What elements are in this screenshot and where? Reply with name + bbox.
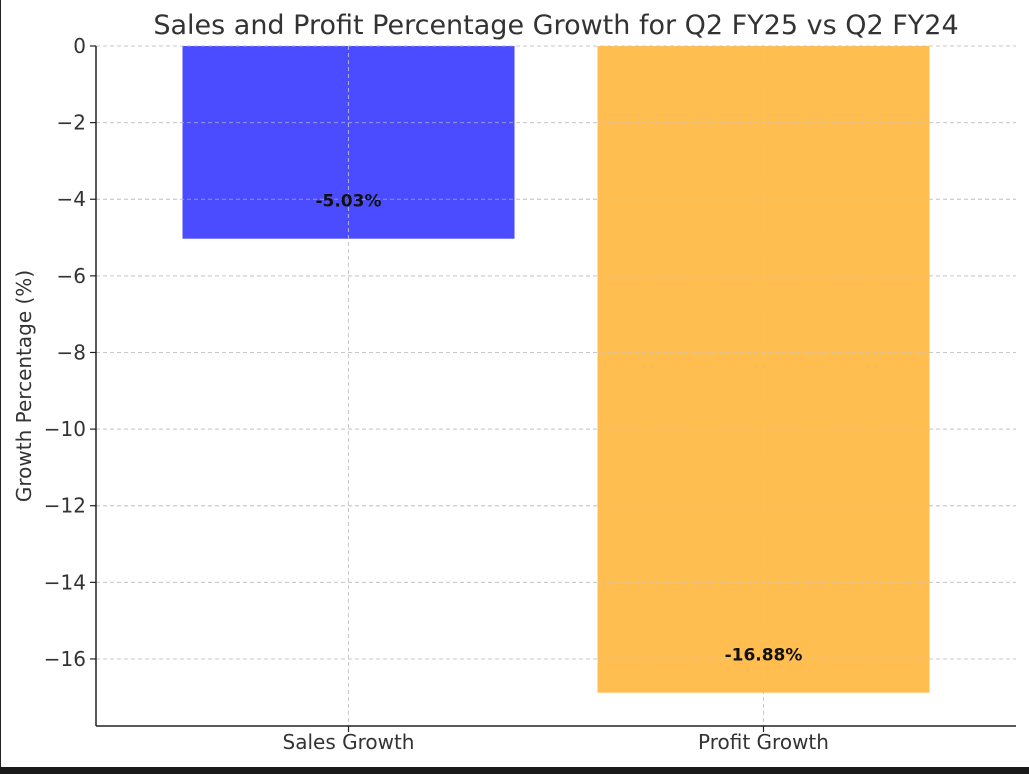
- y-tick-label: −6: [57, 264, 86, 288]
- y-tick-label: −10: [44, 417, 86, 441]
- y-tick-label: −8: [57, 340, 86, 364]
- chart-title: Sales and Profit Percentage Growth for Q…: [153, 10, 958, 41]
- bar-value-label: -16.88%: [725, 645, 803, 665]
- bar-value-label: -5.03%: [315, 191, 381, 211]
- y-tick-label: −14: [44, 570, 86, 594]
- label-layer: 0 −2 −4 −6 −8 −10 −12 −14 −16 -5.03% Sales Growth -…: [44, 34, 829, 754]
- y-axis-label: Growth Percentage (%): [12, 270, 36, 502]
- x-tick-label: Profit Growth: [698, 730, 829, 754]
- bar: [182, 46, 515, 239]
- y-tick-label: −2: [57, 111, 86, 135]
- x-tick-label: Sales Growth: [283, 730, 415, 754]
- y-tick-label: −16: [44, 647, 86, 671]
- axis-layer: [95, 46, 1016, 727]
- y-tick-label: 0: [73, 34, 86, 58]
- y-tick-label: −4: [57, 187, 86, 211]
- y-tick-label: −12: [44, 494, 86, 518]
- bar-layer: [96, 45, 1016, 726]
